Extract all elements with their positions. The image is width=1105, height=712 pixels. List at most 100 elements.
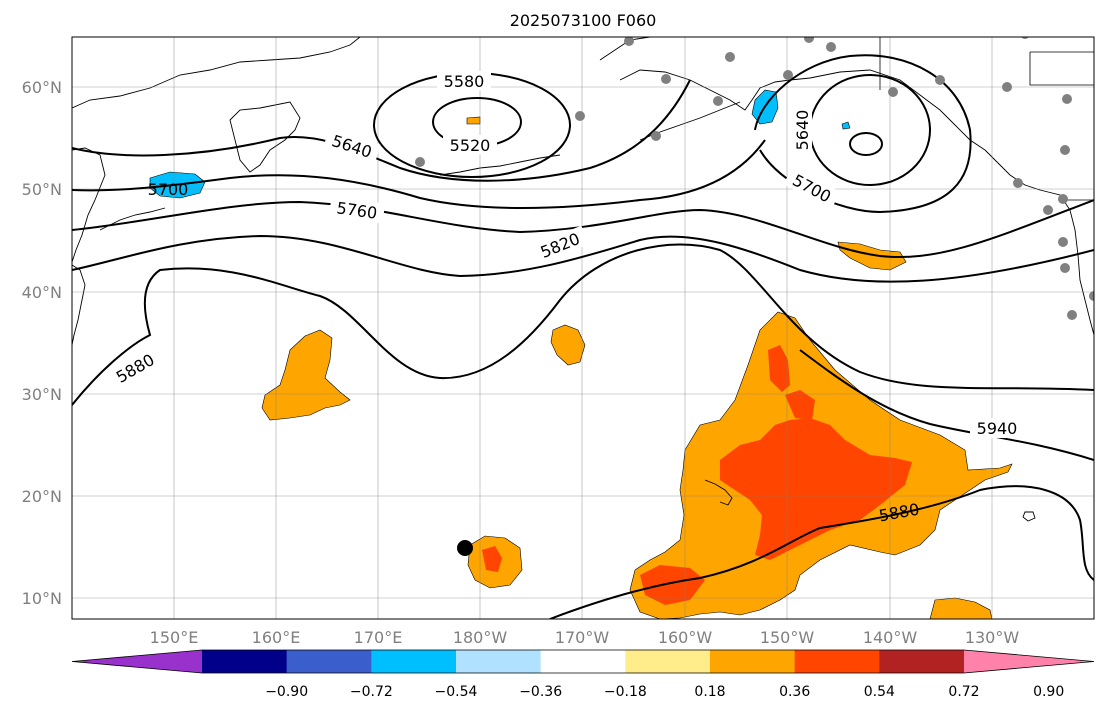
station-dot <box>624 37 634 46</box>
contour-low-center <box>849 132 883 156</box>
colorbar-segment <box>710 650 796 673</box>
strong-positive-anomaly-region <box>720 418 912 560</box>
map-frame <box>71 36 1095 620</box>
colorbar-label: 0.90 <box>1033 684 1064 700</box>
colorbar-segment <box>456 650 542 673</box>
lon-label: 160°E <box>252 628 301 647</box>
lon-label: 130°W <box>965 628 1020 647</box>
contour-5760 <box>72 199 1094 258</box>
latitude-labels: 60°N 50°N 40°N 30°N 20°N 10°N <box>22 78 62 608</box>
map-area: 5580 5520 5640 5700 5760 5820 5880 5640 … <box>72 37 1094 619</box>
lat-label: 50°N <box>22 180 62 199</box>
station-dot <box>1089 291 1094 301</box>
station-dot <box>888 87 898 97</box>
lat-label: 10°N <box>22 589 62 608</box>
station-dot <box>1043 205 1053 215</box>
colorbar-extend-max <box>964 650 1094 673</box>
colorbar-segment <box>879 650 965 673</box>
strong-positive-anomaly-region <box>640 565 705 605</box>
storm-center-marker <box>457 540 473 556</box>
lat-label: 30°N <box>22 385 62 404</box>
strong-positive-anomaly-region <box>785 390 815 420</box>
coastline-okhotsk <box>72 147 106 263</box>
station-dot <box>575 111 585 121</box>
grid-lines <box>72 37 1094 619</box>
lon-label: 160°W <box>658 628 713 647</box>
lon-label: 140°W <box>863 628 918 647</box>
station-dot <box>804 37 814 43</box>
station-dot <box>713 96 723 106</box>
station-dot <box>1058 194 1068 204</box>
positive-anomaly-region <box>261 329 351 421</box>
coastlines <box>72 37 1094 522</box>
lon-label: 180°W <box>453 628 508 647</box>
station-dot <box>935 75 945 85</box>
coastline-alaska <box>619 69 986 151</box>
coastline-kamchatka <box>229 101 301 173</box>
coastline-alaska-west <box>599 37 651 61</box>
station-dot <box>1060 145 1070 155</box>
colorbar-label: −0.36 <box>519 684 562 700</box>
island-outline <box>1022 511 1036 522</box>
station-dot <box>1013 178 1023 188</box>
negative-anomaly-region <box>841 121 851 130</box>
contour-label: 5640 <box>793 110 812 151</box>
height-contours <box>72 54 1094 619</box>
lat-label: 20°N <box>22 487 62 506</box>
colorbar-segment <box>794 650 880 673</box>
political-borders <box>879 37 1094 201</box>
station-dot <box>415 157 425 167</box>
colorbar-label: −0.90 <box>265 684 308 700</box>
lat-label: 60°N <box>22 78 62 97</box>
colorbar-label: −0.72 <box>350 684 393 700</box>
coastline-aleutian-islands <box>439 154 561 176</box>
contour-5880-south <box>549 485 1094 619</box>
colorbar-label: −0.54 <box>435 684 478 700</box>
map-title: 2025073100 F060 <box>510 11 657 30</box>
lon-label: 150°E <box>150 628 199 647</box>
contour-label: 5580 <box>444 72 485 91</box>
colorbar-label: 0.18 <box>694 684 725 700</box>
contour-label: 5520 <box>450 136 491 155</box>
station-dot <box>1062 94 1072 104</box>
station-dot <box>1002 82 1012 92</box>
lon-label: 170°E <box>354 628 403 647</box>
station-dot <box>1058 237 1068 247</box>
contour-label: 5940 <box>977 419 1018 438</box>
colorbar-extend-min <box>72 650 202 673</box>
colorbar-segment <box>286 650 372 673</box>
colorbar-segment <box>540 650 626 673</box>
contour-5820 <box>72 234 1094 283</box>
colorbar-label: 0.36 <box>779 684 810 700</box>
station-dot <box>1067 310 1077 320</box>
station-dot <box>661 74 671 84</box>
colorbar-label: −0.18 <box>604 684 647 700</box>
colorbar-label: 0.54 <box>864 684 895 700</box>
longitude-labels: 150°E 160°E 170°E 180°W 170°W 160°W 150°… <box>150 628 1020 647</box>
strong-positive-anomaly-region <box>482 546 502 572</box>
lon-label: 170°W <box>555 628 610 647</box>
coastline-hawaii <box>704 479 733 506</box>
contour-5700-east <box>754 54 972 214</box>
contour-5640-west <box>72 79 691 182</box>
colorbar-label: 0.72 <box>948 684 979 700</box>
lon-label: 150°W <box>760 628 815 647</box>
colorbar: −0.90 −0.72 −0.54 −0.36 −0.18 0.18 0.36 … <box>71 649 1095 700</box>
positive-anomaly-region <box>550 324 586 366</box>
colorbar-labels: −0.90 −0.72 −0.54 −0.36 −0.18 0.18 0.36 … <box>265 684 1064 700</box>
station-dot <box>826 42 836 52</box>
positive-anomaly-region <box>466 116 481 125</box>
lat-label: 40°N <box>22 283 62 302</box>
station-dot <box>1060 263 1070 273</box>
station-dot <box>783 70 793 80</box>
contour-5700-west <box>72 139 766 209</box>
contour-label: 5700 <box>148 180 189 199</box>
coastline-japan <box>72 264 86 346</box>
station-dot <box>725 52 735 62</box>
contour-5880-north <box>72 243 1094 406</box>
colorbar-segment <box>202 650 288 673</box>
contour-5940 <box>799 349 1094 461</box>
border-canada <box>1029 51 1094 86</box>
coastline-asia <box>72 37 361 109</box>
